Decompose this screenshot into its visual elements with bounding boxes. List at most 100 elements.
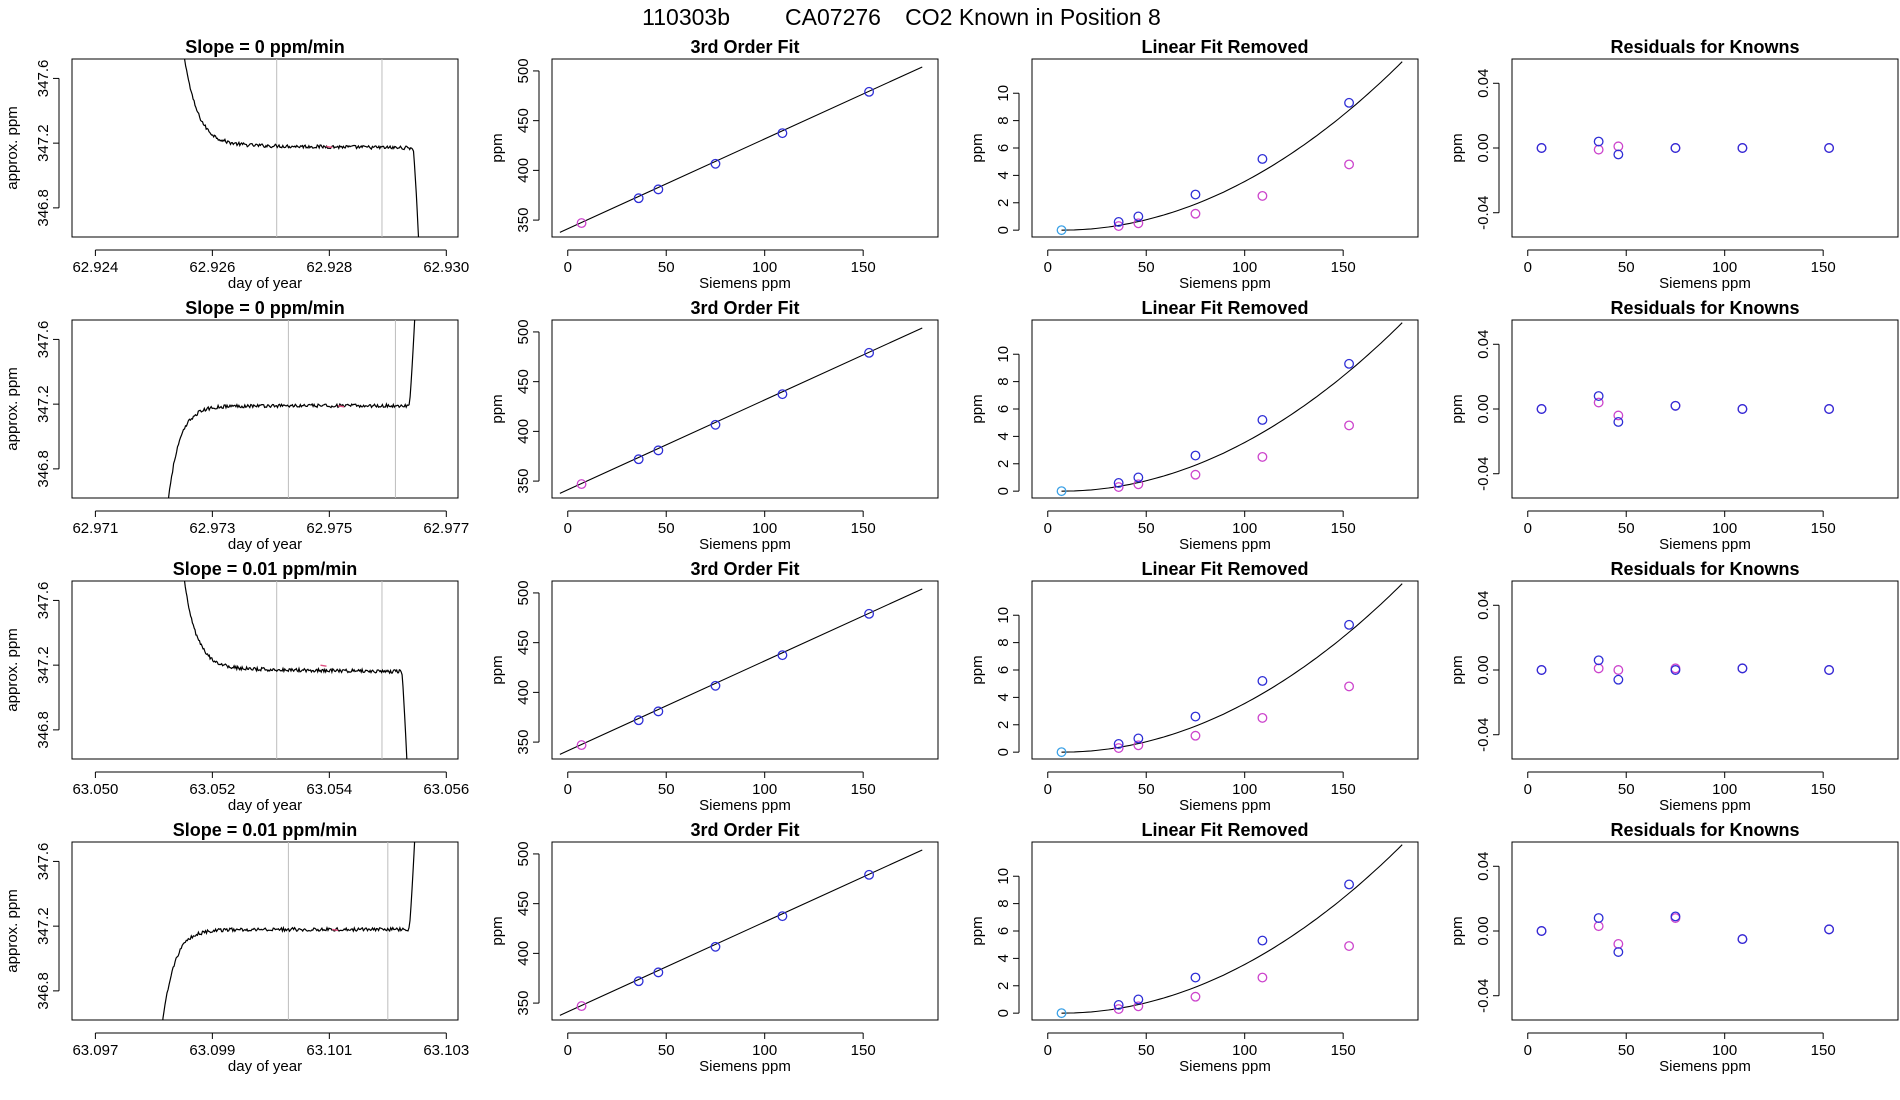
panel-title: Linear Fit Removed xyxy=(1141,298,1308,318)
x-tick-label: 0 xyxy=(1524,259,1532,276)
x-tick-label: 50 xyxy=(658,520,675,537)
plot-area xyxy=(167,320,416,498)
panel-title: 3rd Order Fit xyxy=(690,559,799,579)
plot-area xyxy=(162,842,416,1020)
known-point xyxy=(777,911,788,922)
y-tick-label: 347.2 xyxy=(35,646,52,684)
y-axis-label: approx. ppm xyxy=(4,889,21,972)
x-axis-label: Siemens ppm xyxy=(699,1058,791,1075)
known-point xyxy=(777,128,788,139)
known-point xyxy=(864,608,875,619)
fit-curve xyxy=(1061,322,1403,492)
fit-line xyxy=(559,849,923,1016)
x-tick-label: 150 xyxy=(851,781,876,798)
residual-known-point xyxy=(1613,674,1624,685)
y-tick-label: 350 xyxy=(515,991,532,1016)
x-tick-label: 150 xyxy=(1331,259,1356,276)
y-tick-label: 347.6 xyxy=(35,582,52,620)
known-point xyxy=(710,680,721,691)
x-tick-label: 100 xyxy=(752,520,777,537)
x-tick-label: 100 xyxy=(1232,520,1257,537)
sample-point xyxy=(576,740,587,751)
plot-frame xyxy=(1511,319,1899,499)
y-tick-label: 400 xyxy=(515,419,532,444)
x-axis-label: Siemens ppm xyxy=(699,797,791,814)
plot-area xyxy=(1056,583,1403,758)
sample-point xyxy=(1133,479,1144,490)
panel-title: Linear Fit Removed xyxy=(1141,559,1308,579)
x-tick-label: 0 xyxy=(1044,1042,1052,1059)
sample-point xyxy=(576,1001,587,1012)
residual-known-point xyxy=(1670,143,1681,153)
y-tick-label: 450 xyxy=(515,108,532,133)
panel-title: Linear Fit Removed xyxy=(1141,37,1308,57)
y-axis-label: ppm xyxy=(489,394,506,423)
sample-point xyxy=(1190,730,1201,741)
panel-linear_removed-row-2: Linear Fit Removed 0 50 100 150 Siemens ppm 0 2… xyxy=(969,298,1419,553)
known-point xyxy=(1113,477,1124,488)
plot-frame xyxy=(1031,319,1419,499)
known-point xyxy=(1190,189,1201,200)
panel-title: Residuals for Knowns xyxy=(1610,298,1799,318)
known-point xyxy=(1344,358,1355,369)
x-axis-label: Siemens ppm xyxy=(699,275,791,292)
sample-point xyxy=(576,479,587,490)
y-tick-label: 0 xyxy=(995,226,1012,234)
x-tick-label: 100 xyxy=(1712,1042,1737,1059)
y-tick-label: 2 xyxy=(995,460,1012,468)
concentration-trace-line xyxy=(167,320,416,498)
panel-residuals-row-2: Residuals for Knowns 0 50 100 150 Siemens ppm… xyxy=(1449,298,1899,553)
known-point xyxy=(1113,999,1124,1010)
panel-fit-row-3: 3rd Order Fit 0 50 100 150 Siemens ppm 350 400 4… xyxy=(489,559,939,814)
fit-curve xyxy=(1061,844,1403,1014)
x-tick-label: 63.097 xyxy=(72,1042,118,1059)
plot-frame xyxy=(1511,58,1899,238)
y-tick-label: 346.8 xyxy=(35,450,52,488)
x-tick-label: 100 xyxy=(1232,781,1257,798)
y-axis-label: ppm xyxy=(1449,394,1466,423)
fit-curve xyxy=(1061,61,1403,231)
x-tick-label: 0 xyxy=(1524,520,1532,537)
residual-known-point xyxy=(1737,934,1748,945)
x-tick-label: 100 xyxy=(1712,520,1737,537)
plot-area xyxy=(1536,136,1835,160)
window-mean-marker xyxy=(337,405,345,408)
x-tick-label: 0 xyxy=(1044,520,1052,537)
panel-title: 3rd Order Fit xyxy=(690,298,799,318)
x-axis-label: day of year xyxy=(228,1058,302,1075)
panel-title: Slope = 0.01 ppm/min xyxy=(173,820,358,840)
panel-title: Residuals for Knowns xyxy=(1610,820,1799,840)
x-tick-label: 100 xyxy=(752,1042,777,1059)
residual-known-point xyxy=(1670,665,1681,675)
residual-known-point xyxy=(1737,143,1748,153)
x-tick-label: 150 xyxy=(851,520,876,537)
x-tick-label: 63.052 xyxy=(189,781,235,798)
y-tick-label: 450 xyxy=(515,630,532,655)
known-point xyxy=(1190,450,1201,461)
x-axis-label: Siemens ppm xyxy=(1179,536,1271,553)
sample-point xyxy=(1133,218,1144,229)
residual-known-point xyxy=(1536,143,1547,153)
residual-known-point xyxy=(1536,665,1547,675)
y-tick-label: 500 xyxy=(515,319,532,344)
residual-sample-point xyxy=(1613,410,1624,421)
known-point xyxy=(1344,619,1355,630)
y-tick-label: 6 xyxy=(995,405,1012,413)
plot-frame xyxy=(71,580,459,760)
y-tick-label: 4 xyxy=(995,954,1012,962)
figure-title-description: CO2 Known in Position 8 xyxy=(905,4,1161,30)
plot-frame xyxy=(1511,580,1899,760)
x-axis-label: Siemens ppm xyxy=(1179,797,1271,814)
plot-area xyxy=(559,327,923,494)
x-tick-label: 100 xyxy=(752,259,777,276)
x-axis-label: Siemens ppm xyxy=(1179,1058,1271,1075)
y-tick-label: 8 xyxy=(995,116,1012,124)
x-tick-label: 62.975 xyxy=(306,520,352,537)
x-tick-label: 0 xyxy=(1524,781,1532,798)
sample-point xyxy=(1257,190,1268,201)
y-tick-label: 0.04 xyxy=(1475,69,1492,98)
known-point xyxy=(1133,994,1144,1005)
plot-area xyxy=(184,59,420,237)
x-axis-label: Siemens ppm xyxy=(1659,1058,1751,1075)
